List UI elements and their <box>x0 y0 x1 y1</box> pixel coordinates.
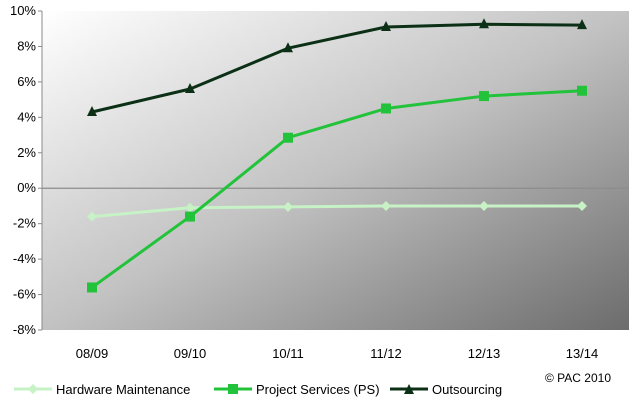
x-axis: 08/09 09/10 10/11 11/12 12/13 13/14 <box>42 187 629 361</box>
y-tick-label: 2% <box>17 145 36 160</box>
legend-label-hardware-maintenance: Hardware Maintenance <box>56 381 191 397</box>
data-point-triangle <box>479 18 489 29</box>
series-line <box>91 204 582 219</box>
y-tick-label: 6% <box>17 74 36 89</box>
copyright-notice: © PAC 2010 <box>545 371 611 385</box>
series-1 <box>87 85 587 293</box>
x-tick-label: 13/14 <box>566 346 599 361</box>
data-point-triangle <box>87 106 97 117</box>
data-point-square <box>185 211 195 222</box>
data-point-triangle <box>577 19 587 30</box>
x-tick-label: 10/11 <box>272 346 304 361</box>
legend-marker-diamond <box>14 384 52 394</box>
x-tick-label: 08/09 <box>76 346 109 361</box>
y-tick-label: -8% <box>13 322 37 337</box>
data-point-triangle <box>283 42 293 53</box>
legend-marker-triangle <box>390 384 428 394</box>
x-tick-label: 11/12 <box>370 346 402 361</box>
legend: Hardware Maintenance Project Services (P… <box>0 378 629 400</box>
series-line <box>91 22 583 114</box>
data-point-diamond <box>479 200 489 211</box>
data-point-square <box>87 282 97 293</box>
data-point-diamond <box>185 202 195 213</box>
plot-area <box>42 11 629 330</box>
y-axis: -8% -6% -4% -2% 0% 2% 4% 6% 8% 10% <box>10 3 43 337</box>
legend-marker-square <box>214 384 252 394</box>
legend-label-outsourcing: Outsourcing <box>432 381 503 397</box>
series-2 <box>87 18 587 117</box>
data-point-square <box>283 132 293 143</box>
data-point-square <box>479 91 489 102</box>
y-tick-label: 8% <box>17 38 36 53</box>
data-point-triangle <box>381 20 391 31</box>
y-tick-label: -2% <box>13 216 37 231</box>
y-tick-label: -6% <box>13 287 37 302</box>
data-point-diamond <box>381 200 391 211</box>
series-0 <box>87 200 587 222</box>
data-point-diamond <box>87 211 97 222</box>
legend-label-project-services: Project Services (PS) <box>256 381 380 397</box>
legend-item-outsourcing: Outsourcing <box>390 378 502 400</box>
series-layer <box>87 18 587 293</box>
y-tick-label: 4% <box>17 109 36 124</box>
y-tick-label: 10% <box>10 3 36 18</box>
x-tick-label: 09/10 <box>174 346 207 361</box>
data-point-square <box>577 85 587 96</box>
data-point-triangle <box>185 82 195 93</box>
y-tick-label: -4% <box>13 251 37 266</box>
data-point-diamond <box>577 200 587 211</box>
legend-item-hardware-maintenance: Hardware Maintenance <box>14 378 190 400</box>
line-chart: -8% -6% -4% -2% 0% 2% 4% 6% 8% 10% 08/09 09/10 10/1… <box>10 3 629 361</box>
data-point-square <box>381 103 391 114</box>
series-line <box>91 89 583 289</box>
data-point-diamond <box>283 201 293 212</box>
x-tick-label: 12/13 <box>468 346 501 361</box>
y-tick-label: 0% <box>17 180 36 195</box>
legend-item-project-services: Project Services (PS) <box>214 378 380 400</box>
